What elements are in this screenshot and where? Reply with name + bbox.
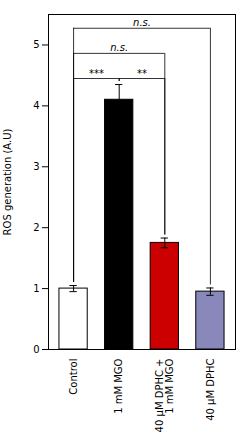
svg-text:3: 3	[33, 161, 39, 172]
svg-text:1 mM MGO: 1 mM MGO	[113, 358, 124, 413]
svg-text:40 μM DPHC +1 mM MGO: 40 μM DPHC +1 mM MGO	[154, 358, 175, 432]
svg-text:2: 2	[33, 222, 39, 233]
svg-text:0: 0	[33, 344, 39, 355]
svg-text:5: 5	[33, 39, 39, 50]
svg-text:Control: Control	[68, 359, 79, 395]
svg-text:n.s.: n.s.	[110, 42, 128, 53]
svg-text:1: 1	[33, 283, 39, 294]
svg-text:**: **	[137, 68, 147, 79]
svg-text:ROS generation (A.U): ROS generation (A.U)	[2, 128, 13, 235]
svg-text:40 μM DPHC: 40 μM DPHC	[205, 358, 216, 420]
svg-text:n.s.: n.s.	[133, 17, 151, 28]
svg-text:4: 4	[33, 100, 39, 111]
svg-text:***: ***	[89, 68, 104, 79]
